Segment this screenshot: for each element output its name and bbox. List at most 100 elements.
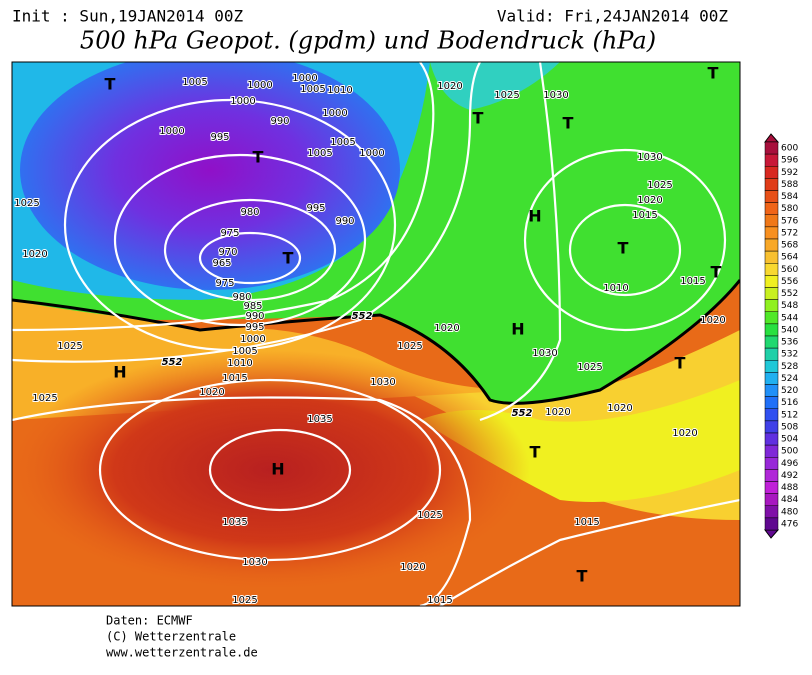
colorbar-label: 576 [781,216,798,226]
isobar-label: 975 [220,228,239,239]
isobar-label: 1020 [22,249,47,260]
init-time: Init : Sun,19JAN2014 00Z [12,7,244,26]
colorbar-label: 512 [781,410,798,420]
isobar-label: 1010 [227,358,252,369]
isobar-label: 995 [210,132,229,143]
pressure-center: T [675,354,686,373]
isobar-label: 552 [162,357,183,368]
isobar-label: 552 [512,408,533,419]
colorbar-label: 532 [781,350,798,360]
isobar-label: 1000 [247,80,272,91]
colorbar-segment [764,299,779,312]
isobar-label: 1030 [637,152,662,163]
isobar-label: 1025 [577,362,602,373]
isobar-label: 1005 [182,77,207,88]
pressure-center: H [113,363,126,382]
isobar-label: 1005 [300,84,325,95]
pressure-center: T [105,75,116,94]
isobar-label: 552 [352,311,373,322]
isobar-label: 1000 [159,126,184,137]
isobar-label: 1025 [647,180,672,191]
colorbar-segment [764,372,779,385]
pressure-center: T [563,114,574,133]
colorbar-segment [764,166,779,179]
isobar-label: 1035 [307,414,332,425]
isobar-label: 990 [245,311,264,322]
colorbar-label: 552 [781,289,798,299]
colorbar-segment [764,190,779,203]
colorbar-segment [764,384,779,397]
colorbar-segment [764,323,779,337]
colorbar-segment [764,335,779,349]
colorbar-segment [764,347,779,361]
isobar-label: 1025 [57,341,82,352]
isobar-label: 1025 [417,510,442,521]
pressure-center: T [530,443,541,462]
isobar-label: 1000 [292,73,317,84]
isobar-label: 980 [232,292,251,303]
colorbar-segment [764,202,779,215]
isobar-label: 970 [218,247,237,258]
colorbar-label: 564 [781,253,798,263]
colorbar-label: 536 [781,338,798,348]
isobar-label: 1015 [427,595,452,606]
isobar-label: 1020 [672,428,697,439]
colorbar-arrow-top [764,133,780,143]
colorbar-segment [764,226,779,240]
colorbar-segment [764,457,779,470]
isobar-label: 1015 [222,373,247,384]
isobar-label: 1030 [370,377,395,388]
isobar-label: 1030 [532,348,557,359]
colorbar-segment [764,214,779,228]
isobar-label: 1020 [400,562,425,573]
valid-time: Valid: Fri,24JAN2014 00Z [497,7,729,26]
isobar-label: 1020 [637,195,662,206]
pressure-center: T [708,64,719,83]
isobar-label: 1025 [14,198,39,209]
isobar-label: 1025 [494,90,519,101]
isobar-label: 1005 [307,148,332,159]
colorbar-segment [764,408,779,422]
isobar-label: 1020 [607,403,632,414]
colorbar-segment [764,505,779,519]
colorbar-label: 492 [781,471,798,481]
isobar-label: 995 [245,322,264,333]
colorbar-label: 556 [781,277,798,287]
isobar-label: 975 [215,278,234,289]
isobar-label: 980 [240,207,259,218]
colorbar-label: 596 [781,156,798,166]
colorbar-label: 488 [781,483,798,493]
colorbar-segment [764,238,779,252]
colorbar-segment [764,141,779,155]
pressure-center: H [511,320,524,339]
colorbar-label: 508 [781,422,798,432]
colorbar-label: 548 [781,301,798,311]
colorbar-label: 572 [781,228,798,238]
isobar-label: 1025 [32,393,57,404]
pressure-center: H [528,207,541,226]
colorbar-segment [764,287,779,300]
isobar-label: 1010 [603,283,628,294]
isobar-label: 1020 [437,81,462,92]
isobar-label: 1025 [232,595,257,606]
isobar-label: 1000 [230,96,255,107]
colorbar-label: 584 [781,192,798,202]
isobar-label: 1035 [222,517,247,528]
colorbar-segment [764,517,779,531]
colorbar-label: 500 [781,447,798,457]
map-area [12,62,740,606]
colorbar-segment [764,311,779,325]
isobar-label: 995 [306,203,325,214]
pressure-center: H [271,460,284,479]
colorbar-label: 568 [781,241,798,251]
isobar-label: 1020 [434,323,459,334]
pressure-center: T [577,567,588,586]
isobar-label: 1010 [327,85,352,96]
colorbar-label: 520 [781,386,798,396]
isobar-label: 1020 [199,387,224,398]
isobar-label: 1020 [545,407,570,418]
colorbar-segment [764,178,779,191]
isobar-label: 990 [270,116,289,127]
